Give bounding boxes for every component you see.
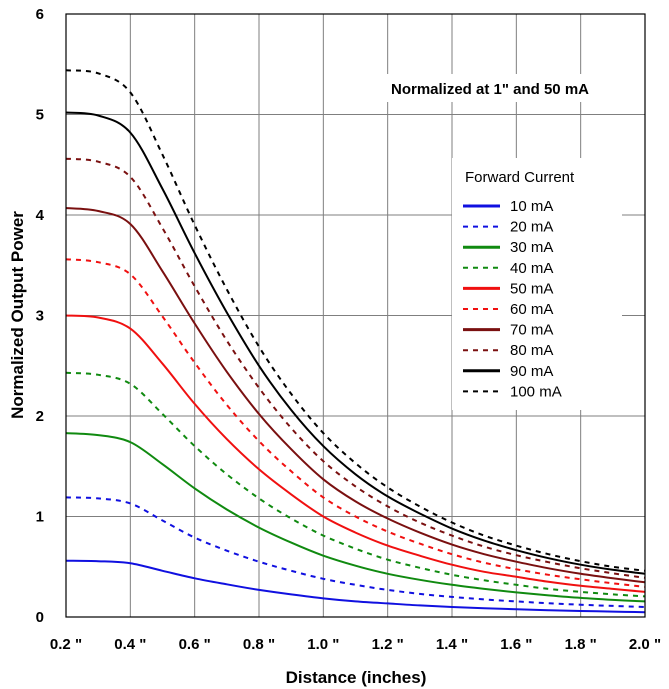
legend-label: 30 mA <box>510 239 553 256</box>
series-line-30-ma <box>65 432 646 603</box>
series-line-60-ma <box>65 258 646 588</box>
series-line-40-ma <box>65 371 646 598</box>
legend-items: 10 mA 20 mA 30 mA 40 mA 50 mA 60 mA 70 mA 80 mA… <box>463 198 562 400</box>
legend-label: 60 mA <box>510 301 553 318</box>
legend-label: 50 mA <box>510 280 553 297</box>
x-tick-label: 0.6 " <box>179 636 211 653</box>
y-tick-label: 5 <box>36 107 44 124</box>
x-tick-label: 1.4 " <box>436 636 468 653</box>
series-line-20-ma <box>65 496 646 608</box>
y-tick-label: 0 <box>36 609 44 626</box>
series-line-70-ma <box>65 207 646 584</box>
x-tick-labels: 0.2 " 0.4 " 0.6 " 0.8 " 1.0 " 1.2 " 1.4 " 1.6 "… <box>50 636 661 653</box>
x-axis-title: Distance (inches) <box>286 668 427 687</box>
y-axis-title: Normalized Output Power <box>8 211 27 419</box>
y-tick-label: 6 <box>36 6 44 23</box>
legend-box <box>452 158 622 410</box>
x-tick-label: 2.0 " <box>629 636 661 653</box>
chart-annotation: Normalized at 1" and 50 mA <box>391 81 589 98</box>
x-tick-label: 1.0 " <box>307 636 339 653</box>
legend-label: 20 mA <box>510 219 553 236</box>
x-tick-label: 1.2 " <box>372 636 404 653</box>
legend-label: 90 mA <box>510 363 553 380</box>
y-tick-label: 1 <box>36 509 44 526</box>
x-tick-label: 0.2 " <box>50 636 82 653</box>
series-line-100-ma <box>65 69 646 572</box>
y-tick-label: 4 <box>36 207 45 224</box>
series-line-90-ma <box>65 111 646 575</box>
legend-title: Forward Current <box>465 169 575 186</box>
y-tick-label: 3 <box>36 308 44 325</box>
legend-label: 40 mA <box>510 260 553 277</box>
y-tick-label: 2 <box>36 408 44 425</box>
legend: Forward Current 10 mA 20 mA 30 mA 40 mA 50 m… <box>452 158 622 410</box>
annotation-box <box>352 74 628 102</box>
x-tick-label: 1.8 " <box>565 636 597 653</box>
series-line-50-ma <box>65 314 646 593</box>
x-tick-label: 0.4 " <box>114 636 146 653</box>
legend-label: 80 mA <box>510 342 553 359</box>
legend-label: 100 mA <box>510 383 562 400</box>
series-group <box>65 69 646 614</box>
plot-frame <box>65 13 646 618</box>
series-line-10-ma <box>65 559 646 614</box>
legend-label: 10 mA <box>510 198 553 215</box>
x-tick-label: 1.6 " <box>500 636 532 653</box>
legend-label: 70 mA <box>510 322 553 339</box>
y-tick-labels: 0 1 2 3 4 5 6 <box>36 6 45 626</box>
series-line-80-ma <box>65 157 646 579</box>
x-tick-label: 0.8 " <box>243 636 275 653</box>
